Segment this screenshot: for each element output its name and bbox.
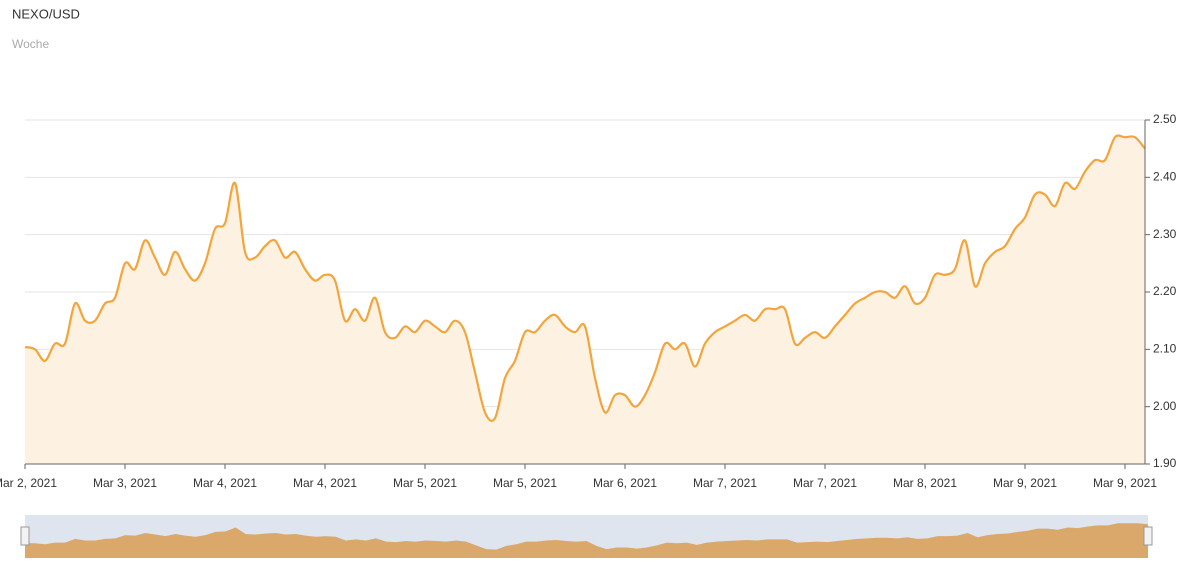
navigator-area: [25, 523, 1148, 558]
x-tick-label: Mar 7, 2021: [793, 476, 857, 490]
y-tick-label: 1.90: [1153, 456, 1177, 470]
x-tick-label: Mar 5, 2021: [493, 476, 557, 490]
navigator-handle[interactable]: [1143, 526, 1153, 546]
chart-title: NEXO/USD: [12, 6, 80, 21]
x-tick-label: Mar 9, 2021: [1093, 476, 1157, 490]
chart-subtitle: Woche: [12, 37, 49, 51]
y-tick-label: 2.20: [1153, 284, 1177, 298]
price-line: [24, 134, 1146, 422]
x-tick-label: Mar 5, 2021: [393, 476, 457, 490]
x-tick-label: Mar 4, 2021: [293, 476, 357, 490]
x-tick-label: Mar 9, 2021: [993, 476, 1057, 490]
navigator-handle[interactable]: [20, 526, 30, 546]
x-tick-label: Mar 2, 2021: [0, 476, 57, 490]
area-fill: [25, 135, 1145, 465]
x-tick-label: Mar 6, 2021: [593, 476, 657, 490]
y-tick-label: 2.30: [1153, 227, 1177, 241]
y-tick-label: 2.40: [1153, 170, 1177, 184]
x-tick-label: Mar 3, 2021: [93, 476, 157, 490]
y-tick-label: 2.00: [1153, 399, 1177, 413]
x-tick-label: Mar 8, 2021: [893, 476, 957, 490]
y-tick-label: 2.50: [1153, 112, 1177, 126]
x-tick-label: Mar 7, 2021: [693, 476, 757, 490]
x-tick-label: Mar 4, 2021: [193, 476, 257, 490]
y-tick-label: 2.10: [1153, 342, 1177, 356]
